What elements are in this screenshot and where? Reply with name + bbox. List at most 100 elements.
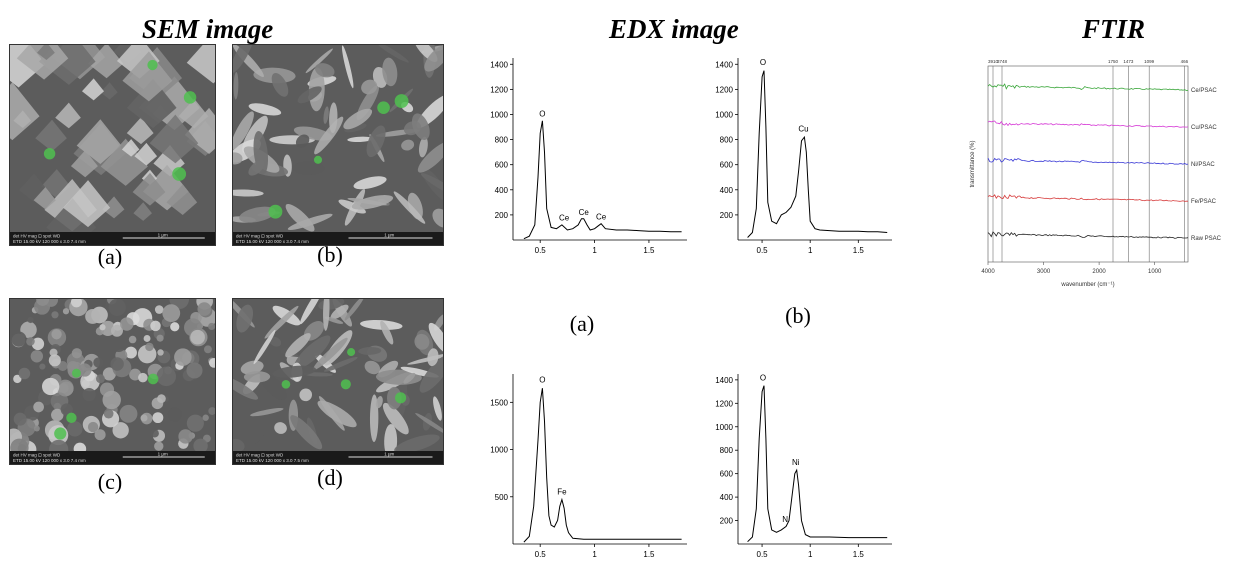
edx-y-tick-label: 500 [495, 493, 509, 502]
sem-label-d: (d) [317, 465, 343, 490]
sem-image-c: det HV mag ⊡ spot WD ETD 15.00 kV 120 000… [9, 298, 216, 465]
edx-label-a: (a) [569, 311, 595, 336]
ftir-peak-label: 3910 [988, 59, 999, 64]
edx-y-tick-label: 600 [720, 161, 734, 170]
edx-y-tick-label: 1000 [490, 446, 508, 455]
ftir-x-tick-label: 1000 [1148, 269, 1162, 275]
edx-y-tick-label: 600 [495, 161, 509, 170]
edx-y-tick-label: 600 [720, 470, 734, 479]
edx-y-tick-label: 800 [720, 136, 734, 145]
edx-x-tick-label: 0.5 [757, 246, 769, 255]
edx-plot-fe-svg: 500 1000 1500 0.5 1 1.5 O Fe [490, 374, 687, 559]
edx-plot-ce-svg: 200 400 600 800 1000 1200 1400 0.5 1 1.5 O Ce Ce Ce [490, 58, 687, 255]
sem-label-b: (b) [317, 242, 343, 267]
edx-peak-label: Ce [596, 212, 607, 221]
sem-meta-header: det HV mag ⊡ spot WD [236, 234, 284, 239]
sem-meta-header: det HV mag ⊡ spot WD [13, 453, 61, 458]
ftir-series-line [987, 194, 1188, 202]
ftir-series-label: Ce/PSAC [1191, 88, 1217, 94]
edx-y-tick-label: 1200 [490, 85, 508, 94]
sem-scale-label: 1 µm [158, 233, 168, 238]
ftir-series-label: Raw PSAC [1191, 236, 1222, 242]
sem-databar [10, 451, 215, 464]
edx-y-tick-label: 800 [720, 446, 734, 455]
edx-plot-fe: 500 1000 1500 0.5 1 1.5 O Fe [475, 368, 695, 566]
ftir-y-axis-label: transmittance (%) [970, 140, 976, 187]
edx-x-tick-label: 1 [808, 550, 813, 559]
edx-y-tick-label: 1000 [715, 423, 733, 432]
sem-image-d: det HV mag ⊡ spot WD ETD 15.00 kV 120 000… [232, 298, 444, 465]
edx-spectrum-line [523, 388, 682, 543]
edx-y-tick-label: 1200 [715, 399, 733, 408]
edx-plot-cu: 200 400 600 800 1000 1200 1400 0.5 1 1.5 O Cu [700, 52, 900, 262]
edx-spectrum-line [523, 120, 682, 240]
edx-y-tick-label: 1400 [715, 60, 733, 69]
edx-x-tick-label: 1.5 [853, 550, 865, 559]
sem-meta-values: ETD 15.00 kV 120 000 x 3.0 7.4 mm [13, 458, 86, 463]
edx-y-tick-label: 200 [720, 211, 734, 220]
ftir-x-axis-label: wavenumber (cm⁻¹) [1060, 282, 1114, 288]
edx-plot-ni-svg: 200 400 600 800 1000 1200 1400 0.5 1 1.5 O Ni N [715, 373, 892, 559]
edx-peak-label: O [760, 373, 766, 382]
edx-peak-label: Cu [798, 125, 808, 134]
edx-plot-ni: 200 400 600 800 1000 1200 1400 0.5 1 1.5 O Ni N [700, 368, 900, 566]
edx-y-tick-label: 400 [720, 186, 734, 195]
edx-x-tick-label: 1.5 [853, 246, 865, 255]
ftir-series-label: Fe/PSAC [1191, 199, 1217, 205]
ftir-series-line [987, 83, 1189, 91]
sem-databar [10, 232, 215, 245]
edx-spectrum-line [747, 70, 888, 238]
sem-databar [233, 232, 443, 245]
sem-meta-values: ETD 15.00 kV 120 000 x 3.0 7.4 mm [13, 239, 86, 244]
ftir-x-tick-label: 2000 [1092, 269, 1106, 275]
ftir-x-tick-label: 3000 [1037, 269, 1051, 275]
sem-scale-label: 1 µm [384, 233, 394, 238]
edx-heading: EDX image [609, 14, 739, 44]
edx-y-tick-label: 800 [495, 136, 509, 145]
edx-peak-label: Ni [792, 458, 800, 467]
sem-meta-values: ETD 15.00 kV 120 000 x 3.0 7.5 mm [236, 458, 309, 463]
sem-meta-values: ETD 15.00 kV 120 000 x 3.0 7.4 mm [236, 239, 309, 244]
edx-y-tick-label: 1400 [490, 60, 508, 69]
ftir-plot: 3910 3748 1750 1473 1099 466 4000 3000 2000 1000 w… [930, 52, 1242, 302]
edx-peak-label: N [782, 515, 788, 524]
edx-label-b: (b) [785, 303, 811, 328]
sem-meta-header: det HV mag ⊡ spot WD [236, 453, 284, 458]
ftir-peak-label: 1750 [1108, 59, 1119, 64]
ftir-peak-label: 1473 [1123, 59, 1134, 64]
ftir-series-line [987, 120, 1189, 128]
edx-x-tick-label: 1 [592, 550, 597, 559]
edx-x-tick-label: 0.5 [535, 246, 547, 255]
edx-peak-label: Ce [559, 214, 570, 223]
edx-y-tick-label: 400 [495, 186, 509, 195]
edx-peak-label: Fe [557, 488, 567, 497]
ftir-frame [987, 65, 1189, 263]
sem-image-b: det HV mag ⊡ spot WD ETD 15.00 kV 120 000… [232, 44, 444, 246]
edx-spectrum-line [747, 385, 888, 543]
edx-y-tick-label: 1200 [715, 85, 733, 94]
edx-y-tick-label: 200 [720, 517, 734, 526]
sem-meta-header: det HV mag ⊡ spot WD [13, 234, 61, 239]
edx-peak-label: Ce [579, 208, 590, 217]
sem-scale-label: 1 µm [384, 452, 394, 457]
edx-peak-label: O [539, 110, 545, 119]
edx-plot-ce: 200 400 600 800 1000 1200 1400 0.5 1 1.5 O Ce Ce Ce [475, 52, 695, 262]
edx-x-tick-label: 1 [592, 246, 597, 255]
edx-peak-label: O [539, 375, 545, 384]
ftir-series-line [987, 157, 1189, 165]
edx-x-tick-label: 0.5 [757, 550, 769, 559]
sem-heading: SEM image [142, 14, 274, 44]
edx-x-tick-label: 1.5 [643, 246, 655, 255]
edx-y-tick-label: 200 [495, 211, 509, 220]
sem-databar [233, 451, 443, 464]
ftir-peak-label: 3748 [997, 59, 1008, 64]
edx-y-tick-label: 1500 [490, 398, 508, 407]
ftir-heading: FTIR [1082, 14, 1146, 44]
sem-label-c: (c) [97, 469, 123, 494]
ftir-series-line [987, 231, 1189, 239]
ftir-series-label: Ni/PSAC [1191, 162, 1215, 168]
